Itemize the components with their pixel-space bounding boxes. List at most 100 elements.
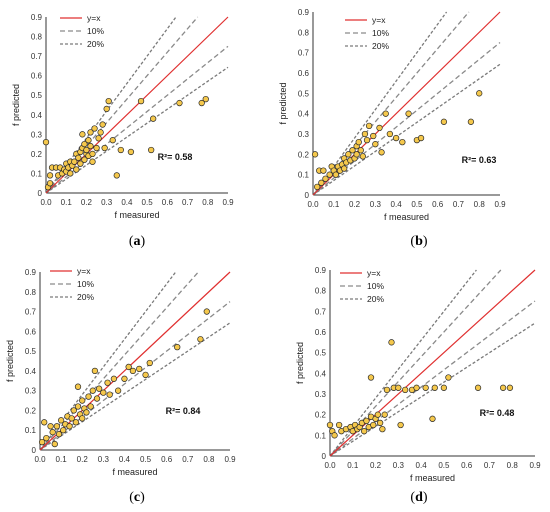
data-point [445, 374, 452, 381]
data-point [89, 150, 96, 158]
data-point [381, 411, 388, 418]
y-tick-label: 0 [305, 191, 310, 200]
data-point [87, 129, 94, 136]
data-point [127, 148, 135, 156]
data-point [137, 97, 145, 105]
data-point [87, 142, 94, 150]
caption-c: (c) [129, 490, 145, 505]
y-axis-title: f predicted [278, 82, 288, 124]
data-point [386, 130, 394, 138]
y-tick-label: 0.6 [298, 69, 310, 78]
data-point [89, 387, 96, 394]
data-point [49, 429, 56, 436]
data-point [176, 99, 183, 107]
data-point [378, 149, 385, 156]
y-tick-label: 0 [38, 189, 43, 198]
data-point [376, 419, 384, 427]
data-point [91, 367, 99, 375]
data-point [382, 110, 389, 117]
data-point [349, 147, 356, 154]
x-axis-title: f measured [112, 467, 157, 477]
y-tick-label: 0.8 [25, 288, 37, 297]
data-point [422, 384, 429, 391]
x-tick-label: 0.6 [461, 461, 473, 470]
y-tick-label: 0.4 [31, 111, 43, 120]
y-tick-label: 0.1 [315, 431, 327, 440]
data-point [405, 110, 412, 117]
data-point [345, 151, 352, 158]
data-point [136, 365, 143, 373]
x-tick-label: 0.6 [162, 198, 174, 207]
y-tick-label: 0.3 [25, 387, 37, 396]
band-20-upper-line [329, 269, 477, 457]
data-point [95, 135, 102, 142]
x-tick-label: 0.0 [324, 461, 336, 470]
y-tick-label: 0.7 [25, 308, 37, 317]
x-tick-label: 0.8 [203, 455, 215, 464]
data-point [85, 137, 92, 144]
legend-label: 20% [372, 41, 389, 51]
legend-label: 20% [367, 294, 384, 304]
data-point [79, 397, 86, 404]
data-point [105, 97, 112, 105]
data-point [79, 131, 86, 138]
x-tick-label: 0.3 [370, 200, 382, 209]
data-point [55, 431, 63, 438]
y-tick-label: 0.8 [31, 33, 43, 42]
data-point [374, 411, 381, 418]
scatter-plot-a: 0.0 0.1 0.2 0.3 0.4 0.5 0.6 0.7 0.8 0.9 0 0.1 0.2 0.3… [11, 13, 234, 220]
caption-a-letter: a [133, 234, 141, 249]
data-point [81, 140, 88, 148]
data-point [104, 379, 111, 386]
legend-label: 10% [372, 28, 389, 38]
data-point [395, 384, 402, 391]
data-point [113, 172, 120, 179]
data-point [357, 147, 364, 154]
data-point [372, 141, 379, 148]
chart-panel-d: 0.0 0.1 0.2 0.3 0.4 0.5 0.6 0.7 0.8 0.9 0 0.1 0.2 0.3… [275, 256, 550, 486]
data-point [198, 99, 205, 107]
x-tick-label: 0.6 [432, 200, 444, 209]
data-point [331, 432, 338, 439]
legend-label: 20% [77, 292, 94, 302]
data-point [326, 421, 334, 429]
data-point [75, 154, 82, 161]
data-point [46, 180, 54, 187]
data-point [70, 407, 77, 414]
r-squared-label: R²= 0.63 [462, 155, 497, 165]
data-point [110, 375, 118, 382]
x-tick-label: 0.5 [142, 198, 154, 207]
x-tick-label: 0.1 [347, 461, 359, 470]
data-point [77, 160, 84, 167]
data-point [429, 415, 436, 422]
data-point [197, 336, 204, 343]
chart-panel-b: 0.0 0.1 0.2 0.3 0.4 0.5 0.6 0.7 0.8 0.9 0 0.1 0.2 0.3… [275, 0, 550, 230]
x-tick-label: 0.2 [77, 455, 89, 464]
caption-b-letter: b [415, 234, 423, 249]
chart-panel-a: 0.0 0.1 0.2 0.3 0.4 0.5 0.6 0.7 0.8 0.9 0 0.1 0.2 0.3… [0, 0, 275, 230]
x-tick-label: 0.4 [119, 455, 131, 464]
data-point [361, 428, 368, 435]
band-20-lower-line [312, 63, 501, 196]
data-point [148, 146, 155, 154]
y-tick-label: 0.9 [31, 13, 43, 22]
y-tick-label: 0.7 [315, 307, 327, 316]
y-tick-label: 0 [32, 446, 37, 455]
y-tick-label: 0.1 [31, 169, 43, 178]
data-point [440, 384, 448, 391]
caption-c-letter: c [133, 490, 141, 505]
data-point [83, 409, 90, 416]
x-tick-label: 0.8 [202, 198, 214, 207]
data-point [341, 165, 348, 172]
x-tick-label: 0.9 [224, 455, 236, 464]
data-point [100, 389, 107, 396]
data-point [397, 421, 404, 429]
x-tick-label: 0.3 [101, 198, 113, 207]
data-point [383, 386, 391, 394]
data-point [68, 415, 75, 422]
data-point [95, 385, 103, 392]
data-point [320, 167, 327, 174]
data-point [311, 151, 319, 158]
x-tick-label: 0.4 [416, 461, 428, 470]
scatter-plot-c: 0.0 0.1 0.2 0.3 0.4 0.5 0.6 0.7 0.8 0.9 0 0.1 0.2 0.3… [5, 266, 236, 477]
